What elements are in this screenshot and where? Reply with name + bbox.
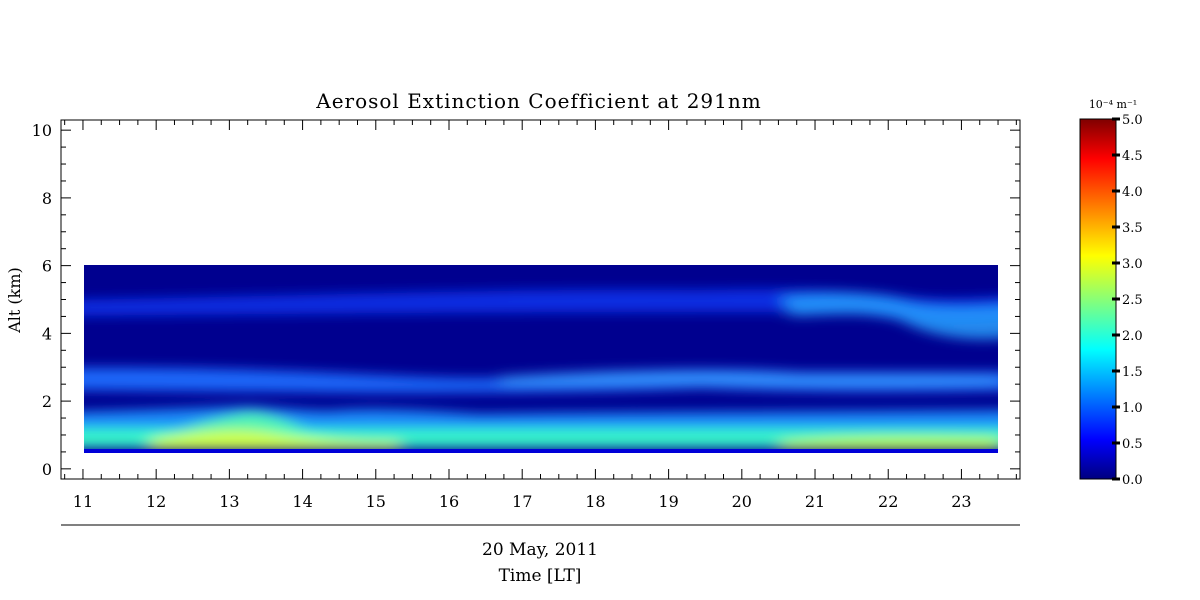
y-tick-label: 6 (42, 257, 52, 276)
colorbar-tick-label: 3.0 (1122, 257, 1143, 272)
x-axis-label: Time [LT] (499, 566, 582, 586)
colorbar-tick-label: 2.0 (1122, 329, 1143, 344)
colorbar-units: 10⁻⁴ m⁻¹ (1089, 98, 1137, 111)
x-tick-label: 16 (439, 492, 459, 511)
colorbar-tick-label: 1.5 (1122, 365, 1143, 380)
y-axis-label: Alt (km) (5, 267, 24, 334)
x-tick-label: 17 (512, 492, 532, 511)
y-tick-label: 2 (42, 392, 52, 411)
surface-layer-peak (150, 429, 400, 450)
colorbar-ticks: 0.0 0.5 1.0 1.5 2.0 2.5 3.0 3.5 4.0 4.5 5.0 (1112, 113, 1143, 488)
y-tick-label: 0 (42, 460, 52, 479)
x-tick-label: 21 (805, 492, 825, 511)
colorbar-tick-label: 2.5 (1122, 293, 1143, 308)
x-tick-label: 18 (585, 492, 605, 511)
lower-aerosol-layer (84, 406, 998, 432)
colorbar-tick-label: 0.5 (1122, 437, 1143, 452)
ground-boundary-stripe (84, 449, 998, 453)
colorbar-tick-label: 1.0 (1122, 401, 1143, 416)
colorbar: 10⁻⁴ m⁻¹ 0.0 0.5 1.0 1.5 2.0 2.5 3.0 3.5 4.0 4.5 5… (1079, 98, 1143, 488)
x-tick-label: 12 (146, 492, 166, 511)
mid-layer-core (500, 370, 998, 388)
heatmap-field (84, 265, 998, 453)
x-tick-label: 11 (73, 492, 93, 511)
upper-aerosol-layer (84, 289, 998, 325)
colorbar-tick-label: 3.5 (1122, 221, 1143, 236)
x-axis: 11 12 13 14 15 16 17 18 19 20 21 22 23 (64, 120, 1017, 511)
y-tick-label: 4 (42, 324, 52, 343)
x-tick-label: 23 (951, 492, 971, 511)
colorbar-tick-label: 4.5 (1122, 149, 1143, 164)
colorbar-tick-label: 4.0 (1122, 185, 1143, 200)
upper-layer-bright-patch (780, 292, 998, 340)
x-tick-label: 14 (292, 492, 312, 511)
colorbar-gradient (1079, 118, 1117, 480)
colorbar-tick-label: 5.0 (1122, 113, 1143, 128)
x-tick-label: 22 (878, 492, 898, 511)
x-tick-label: 19 (658, 492, 678, 511)
colorbar-tick-label: 0.0 (1122, 473, 1143, 488)
y-tick-label: 10 (32, 121, 52, 140)
x-tick-label: 13 (219, 492, 239, 511)
x-tick-label: 20 (732, 492, 752, 511)
chart-title: Aerosol Extinction Coefficient at 291nm (315, 89, 761, 113)
y-axis: 0 2 4 6 8 10 (32, 121, 1020, 479)
date-label: 20 May, 2011 (482, 540, 598, 560)
y-tick-label: 8 (42, 189, 52, 208)
surface-layer-peak-2 (780, 436, 998, 450)
x-tick-label: 15 (366, 492, 386, 511)
